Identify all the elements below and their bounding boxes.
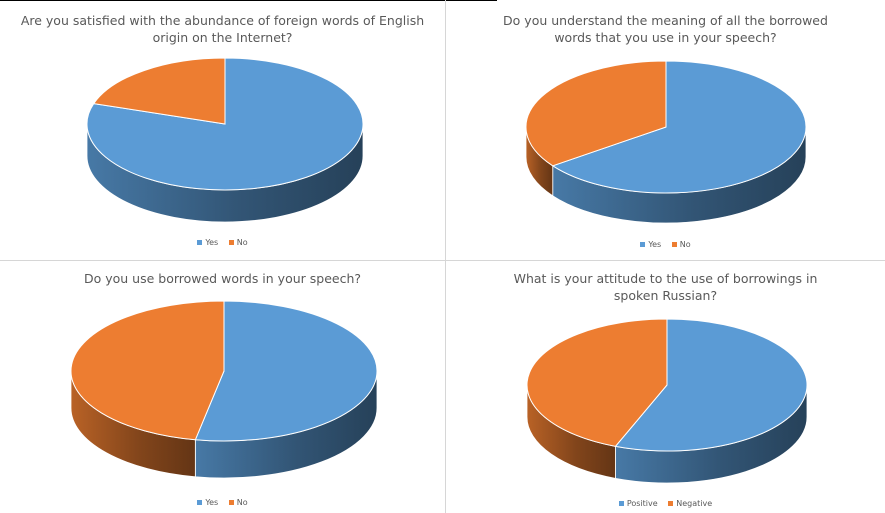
panel-divider-vertical [445, 0, 446, 513]
legend-item-positive: Positive [618, 499, 658, 508]
panel-divider-horizontal [0, 260, 885, 261]
pie-slice-no [92, 57, 226, 125]
top-border [0, 0, 497, 1]
legend-item-no: No [671, 240, 691, 249]
pie-chart [86, 57, 364, 223]
chart-legend: Positive Negative [446, 499, 885, 508]
legend-label: Positive [626, 499, 658, 508]
legend-label: No [236, 498, 248, 507]
pie-slice-negative [526, 318, 668, 447]
legend-item-yes: Yes [197, 498, 218, 507]
pie-slice-no [525, 60, 667, 167]
chart-title: Do you understand the meaning of all the… [503, 13, 828, 45]
legend-item-negative: Negative [668, 499, 712, 508]
legend-swatch-yes [640, 242, 646, 247]
legend-item-no: No [228, 498, 248, 507]
chart-panel-attitude-borrowings: What is your attitude to the use of borr… [446, 261, 885, 513]
chart-title: Are you satisfied with the abundance of … [20, 13, 425, 45]
legend-swatch-negative [668, 501, 674, 506]
legend-swatch-positive [618, 501, 624, 506]
legend-label: Yes [648, 240, 662, 249]
chart-legend: Yes No [446, 240, 885, 249]
legend-item-yes: Yes [197, 238, 218, 247]
chart-title: Do you use borrowed words in your speech… [83, 271, 362, 286]
legend-swatch-no [671, 242, 677, 247]
pie-slice-yes [194, 300, 378, 442]
legend-label: No [236, 238, 248, 247]
legend-item-no: No [228, 238, 248, 247]
pie-chart [526, 318, 808, 484]
pie-slice-no [70, 300, 225, 441]
chart-title: What is your attitude to the use of borr… [513, 271, 818, 303]
legend-swatch-yes [197, 240, 203, 245]
legend-item-yes: Yes [640, 240, 661, 249]
chart-panel-internet-satisfaction: Are you satisfied with the abundance of … [0, 0, 445, 260]
legend-label: Yes [205, 498, 219, 507]
legend-swatch-no [228, 500, 234, 505]
legend-swatch-no [228, 240, 234, 245]
legend-label: Yes [205, 238, 219, 247]
chart-legend: Yes No [0, 498, 445, 507]
legend-label: No [679, 240, 691, 249]
legend-label: Negative [676, 499, 713, 508]
pie-slice-positive [614, 318, 808, 452]
pie-chart [525, 60, 807, 224]
pie-chart [70, 300, 378, 479]
pie-slice-yes [551, 60, 807, 194]
chart-legend: Yes No [0, 238, 445, 247]
legend-swatch-yes [197, 500, 203, 505]
chart-panel-use-borrowed-words: Do you use borrowed words in your speech… [0, 261, 445, 513]
chart-panel-borrowed-meaning: Do you understand the meaning of all the… [446, 0, 885, 260]
